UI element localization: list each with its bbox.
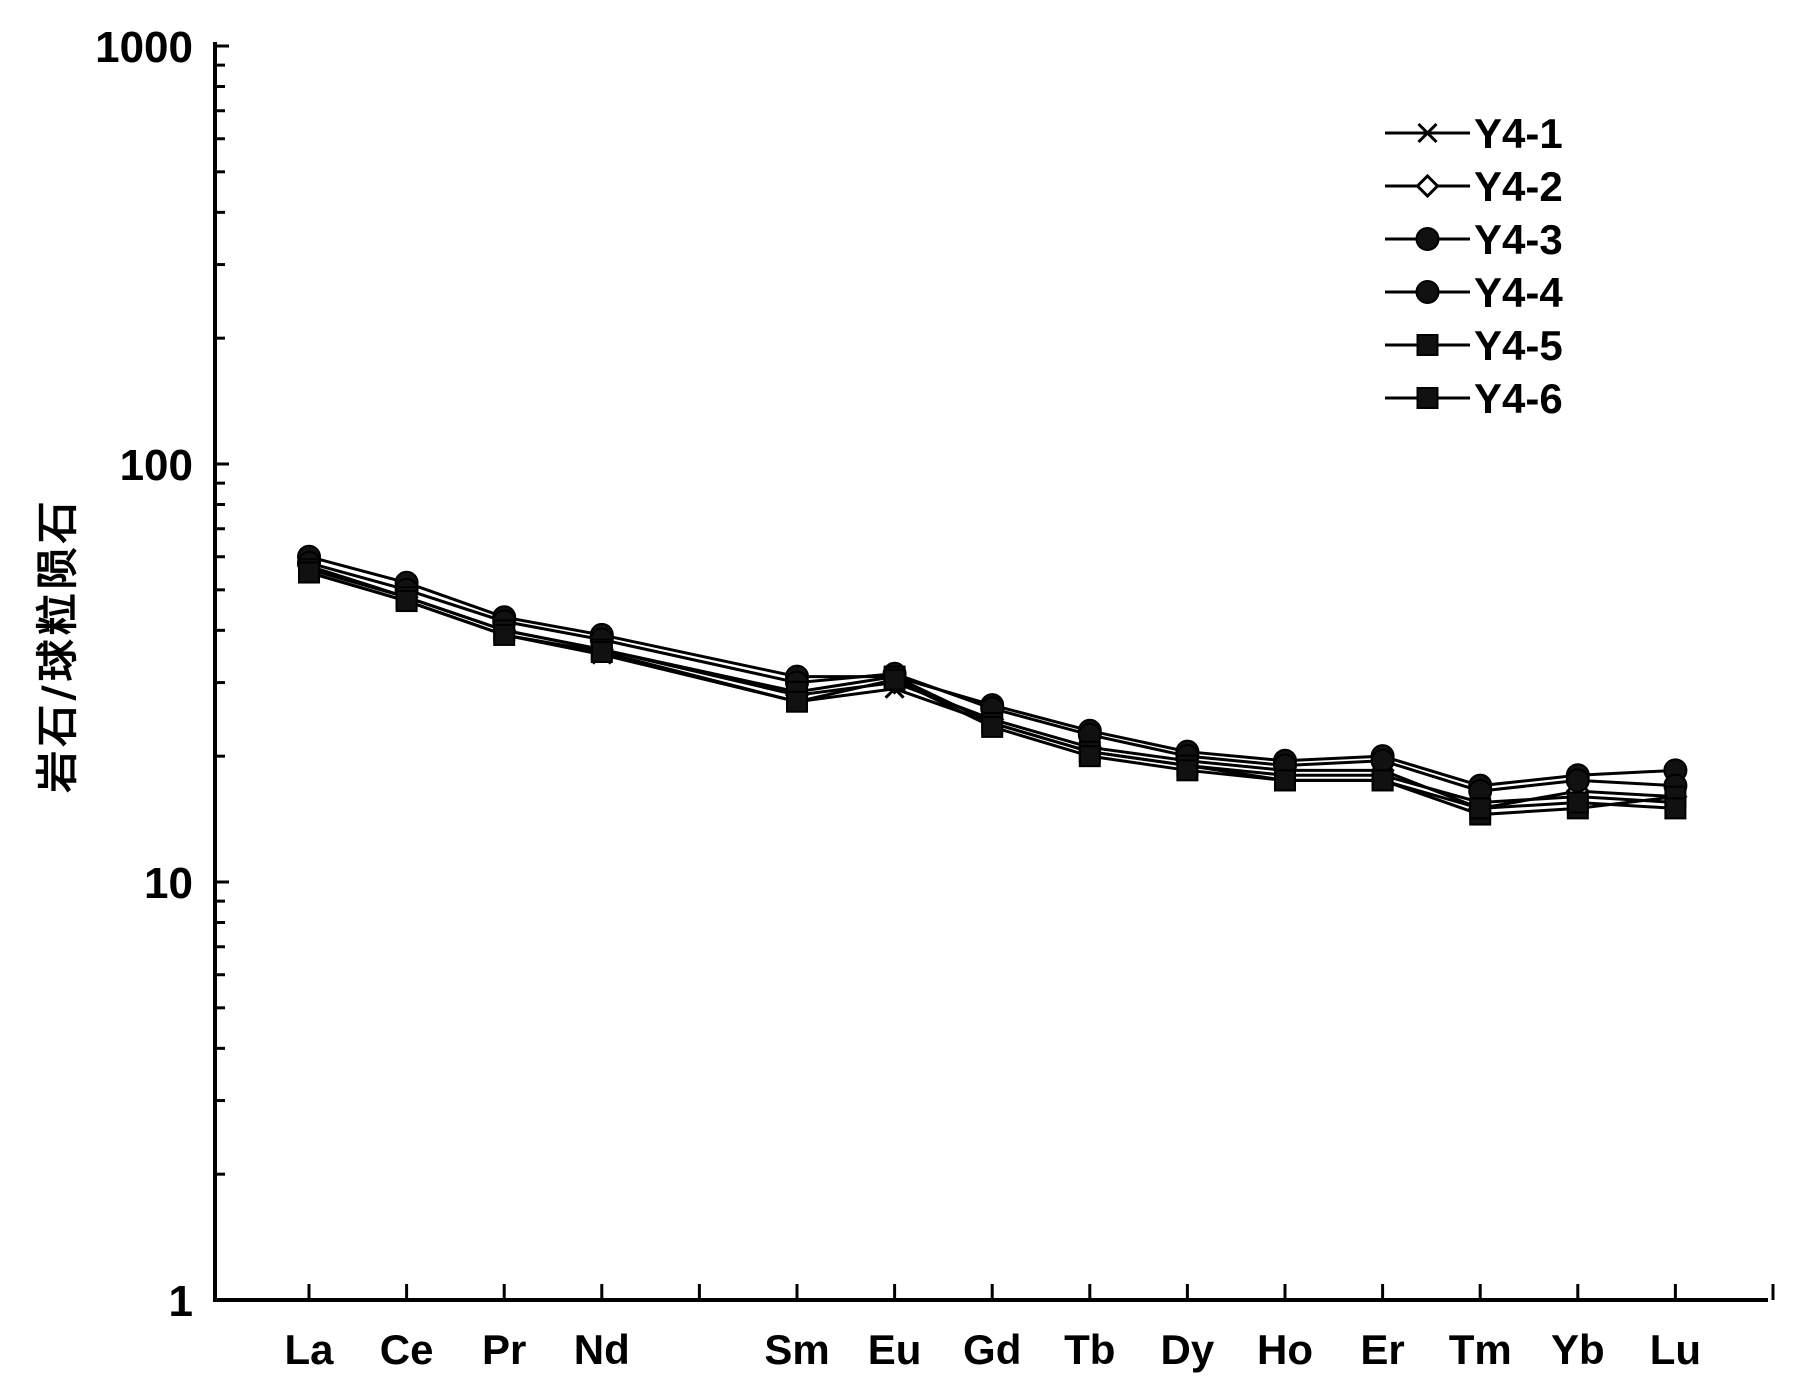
x-tick-label: Eu xyxy=(868,1326,922,1373)
x-tick-label: Tm xyxy=(1449,1326,1512,1373)
data-point xyxy=(1078,745,1101,768)
legend-entry: Y4-4 xyxy=(1385,269,1563,316)
legend-marker xyxy=(1415,280,1440,304)
legend-label: Y4-1 xyxy=(1474,110,1563,157)
series-line xyxy=(308,564,1676,810)
series-line xyxy=(308,555,1676,788)
series-layer xyxy=(296,544,1688,826)
data-point xyxy=(981,715,1004,738)
legend: Y4-1 Y4-2 Y4-3 Y4-4 Y4-5 Y4-6 xyxy=(1385,110,1563,422)
data-point xyxy=(590,641,613,664)
legend-label: Y4-4 xyxy=(1474,269,1563,316)
legend-entry: Y4-5 xyxy=(1385,322,1563,369)
x-tick-label: Sm xyxy=(764,1326,829,1373)
y-axis-label: 岩石/球粒陨石 xyxy=(33,497,82,792)
series-line xyxy=(308,567,1676,817)
y-tick-label: 10 xyxy=(144,859,193,908)
data-point xyxy=(1370,748,1395,773)
x-tick-label: Gd xyxy=(963,1326,1021,1373)
data-point xyxy=(1565,768,1590,793)
data-point xyxy=(1371,769,1394,792)
series-Y4-3 xyxy=(297,544,1688,798)
data-point xyxy=(1566,791,1589,814)
y-ticks: 1 10 100 1000 xyxy=(95,23,229,1326)
legend-label: Y4-3 xyxy=(1474,216,1563,263)
legend-label: Y4-2 xyxy=(1474,163,1563,210)
x-tick-label: Pr xyxy=(482,1326,526,1373)
series-line xyxy=(308,571,1676,810)
data-point xyxy=(1274,769,1296,792)
x-tick-label: La xyxy=(284,1326,334,1373)
legend-entry: Y4-3 xyxy=(1385,216,1563,263)
legend-marker xyxy=(1415,227,1440,251)
data-point xyxy=(1664,797,1687,820)
legend-entry: Y4-2 xyxy=(1385,163,1563,210)
legend-marker xyxy=(1417,122,1438,144)
series-Y4-4 xyxy=(297,550,1688,804)
y-tick-label: 100 xyxy=(120,441,193,490)
data-point xyxy=(1469,797,1492,820)
legend-marker xyxy=(1416,387,1439,409)
x-ticks: La Ce Pr Nd Sm Eu Gd Tb Dy Ho Er Tm Yb Lu xyxy=(284,1284,1775,1373)
y-tick-label: 1 xyxy=(169,1277,193,1326)
x-tick-label: Nd xyxy=(574,1326,630,1373)
x-tick-label: Er xyxy=(1360,1326,1404,1373)
x-tick-label: Ce xyxy=(380,1326,434,1373)
x-tick-label: Dy xyxy=(1161,1326,1215,1373)
series-line xyxy=(308,561,1676,793)
data-point xyxy=(786,690,808,713)
legend-label: Y4-5 xyxy=(1474,322,1563,369)
legend-entry: Y4-1 xyxy=(1385,110,1563,157)
x-tick-label: Ho xyxy=(1257,1326,1313,1373)
legend-marker xyxy=(1415,173,1440,199)
x-tick-label: Yb xyxy=(1551,1326,1605,1373)
data-point xyxy=(1176,759,1199,782)
legend-label: Y4-6 xyxy=(1474,375,1563,422)
data-point xyxy=(883,668,906,691)
x-tick-label: Lu xyxy=(1650,1326,1701,1373)
y-tick-label: 1000 xyxy=(95,23,193,72)
series-Y4-6 xyxy=(298,561,1687,820)
legend-marker xyxy=(1416,334,1439,356)
x-tick-label: Tb xyxy=(1064,1326,1115,1373)
data-point xyxy=(493,623,516,646)
legend-entry: Y4-6 xyxy=(1385,375,1563,422)
series-line xyxy=(308,571,1676,804)
data-point xyxy=(298,561,320,584)
data-point xyxy=(395,590,418,613)
axes xyxy=(213,42,1768,1302)
